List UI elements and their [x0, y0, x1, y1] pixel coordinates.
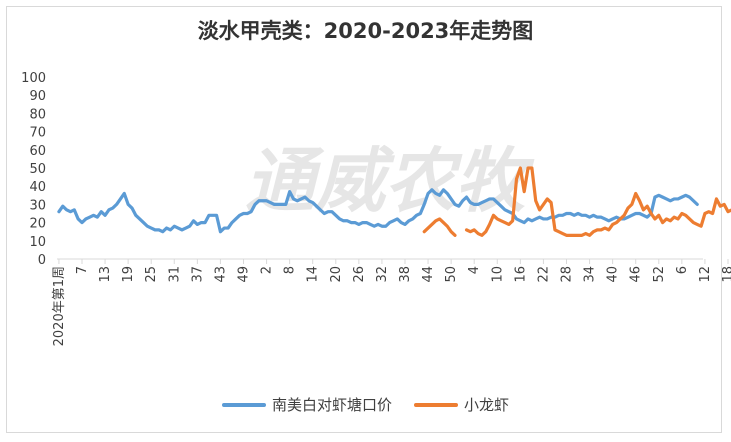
- y-tick-label: 70: [29, 126, 46, 141]
- y-tick-label: 50: [29, 162, 46, 177]
- x-tick-label: 49: [236, 266, 251, 283]
- y-tick-label: 100: [21, 71, 46, 86]
- x-tick-label: 44: [421, 266, 436, 283]
- x-tick-label: 22: [536, 266, 551, 283]
- y-tick-label: 20: [29, 217, 46, 232]
- legend-swatch: [221, 402, 266, 407]
- x-tick-label: 25: [144, 266, 159, 283]
- chart-legend: 南美白对虾塘口价 小龙虾: [0, 394, 731, 415]
- x-tick-label: 46: [629, 266, 644, 283]
- x-tick-label: 52: [652, 266, 667, 283]
- x-tick-label: 6: [675, 266, 690, 274]
- x-tick-label: 4: [467, 266, 482, 274]
- y-tick-label: 0: [38, 253, 46, 268]
- y-tick-label: 30: [29, 198, 46, 213]
- x-tick-label: 2020年第1周: [52, 266, 67, 346]
- x-tick-label: 2: [260, 266, 275, 274]
- legend-swatch: [414, 402, 458, 407]
- x-tick-label: 20: [329, 266, 344, 283]
- x-tick-label: 14: [306, 266, 321, 283]
- x-tick-label: 18: [721, 266, 731, 283]
- legend-item: 南美白对虾塘口价: [221, 394, 392, 415]
- x-tick-label: 13: [98, 266, 113, 283]
- series-line: [422, 166, 731, 237]
- x-tick-label: 50: [444, 266, 459, 283]
- y-tick-label: 80: [29, 107, 46, 122]
- x-tick-label: 8: [283, 266, 298, 274]
- x-tick-label: 16: [513, 266, 528, 283]
- x-tick-label: 26: [352, 266, 367, 283]
- x-tick-label: 12: [698, 266, 713, 283]
- legend-label: 南美白对虾塘口价: [271, 396, 392, 414]
- x-tick-label: 31: [167, 266, 182, 283]
- y-tick-label: 90: [29, 89, 46, 104]
- legend-item: 小龙虾: [414, 394, 509, 415]
- chart-title: 淡水甲壳类：2020-2023年走势图: [197, 19, 534, 43]
- y-tick-label: 40: [29, 180, 46, 195]
- x-tick-label: 10: [490, 266, 505, 283]
- x-tick-label: 40: [606, 266, 621, 283]
- watermark-text: 通威农牧: [245, 140, 535, 222]
- y-tick-label: 10: [29, 235, 46, 250]
- x-tick-label: 38: [398, 266, 413, 283]
- series-line: [57, 188, 699, 234]
- x-tick-label: 37: [190, 266, 205, 283]
- x-tick-label: 28: [559, 266, 574, 283]
- x-tick-label: 43: [213, 266, 228, 283]
- x-tick-label: 32: [375, 266, 390, 283]
- x-tick-label: 7: [75, 266, 90, 274]
- legend-label: 小龙虾: [464, 396, 510, 414]
- y-tick-label: 60: [29, 144, 46, 159]
- x-tick-label: 34: [583, 266, 598, 283]
- x-tick-label: 19: [121, 266, 136, 283]
